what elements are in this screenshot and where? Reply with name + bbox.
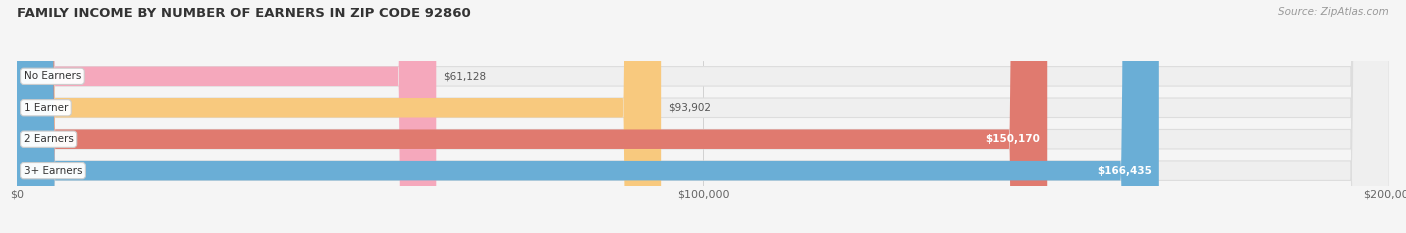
Text: $93,902: $93,902: [668, 103, 711, 113]
FancyBboxPatch shape: [17, 0, 661, 233]
FancyBboxPatch shape: [17, 0, 1389, 233]
Text: $166,435: $166,435: [1097, 166, 1152, 176]
Text: Source: ZipAtlas.com: Source: ZipAtlas.com: [1278, 7, 1389, 17]
Text: 1 Earner: 1 Earner: [24, 103, 67, 113]
FancyBboxPatch shape: [17, 0, 1389, 233]
Text: 3+ Earners: 3+ Earners: [24, 166, 82, 176]
FancyBboxPatch shape: [17, 0, 1389, 233]
Text: $150,170: $150,170: [986, 134, 1040, 144]
Text: 2 Earners: 2 Earners: [24, 134, 73, 144]
FancyBboxPatch shape: [17, 0, 1159, 233]
Text: $61,128: $61,128: [443, 71, 486, 81]
FancyBboxPatch shape: [17, 0, 1389, 233]
FancyBboxPatch shape: [17, 0, 1047, 233]
Text: FAMILY INCOME BY NUMBER OF EARNERS IN ZIP CODE 92860: FAMILY INCOME BY NUMBER OF EARNERS IN ZI…: [17, 7, 471, 20]
FancyBboxPatch shape: [17, 0, 436, 233]
Text: No Earners: No Earners: [24, 71, 82, 81]
